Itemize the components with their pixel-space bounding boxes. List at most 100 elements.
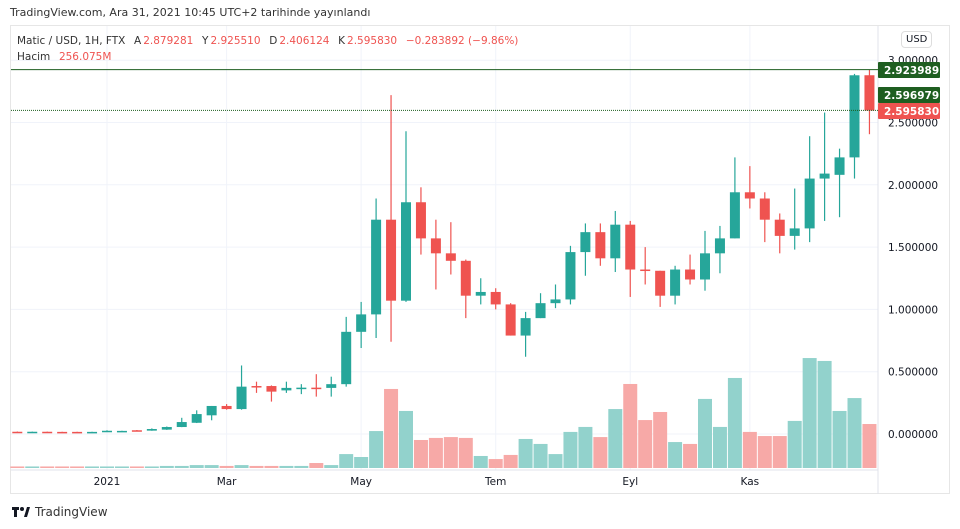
candle-body (490, 291, 501, 305)
volume-bar (563, 431, 578, 468)
candle-body (57, 431, 68, 434)
candle (610, 210, 621, 273)
candle-body (356, 314, 367, 332)
close-label: K (338, 35, 346, 47)
candle-body (774, 219, 785, 236)
candle-body (401, 202, 411, 301)
candle-body (102, 430, 112, 433)
candle (116, 430, 127, 433)
candle (221, 404, 232, 410)
candle-body (146, 429, 157, 431)
candle-body (625, 224, 636, 270)
candle (251, 381, 262, 393)
volume-bar (10, 466, 25, 468)
open-value: 2.879281 (143, 35, 194, 47)
candle-body (565, 252, 576, 300)
candle (565, 245, 576, 305)
close-value: 2.595830 (347, 35, 398, 47)
candle-body (505, 304, 516, 336)
candle-body (580, 232, 591, 253)
x-tick-label: 2021 (94, 476, 121, 488)
candle (625, 220, 636, 297)
candle-body (281, 387, 292, 391)
legend: Matic / USD, 1H, FTX A 2.879281 Y 2.925510… (17, 33, 520, 65)
volume-bar (832, 410, 847, 468)
y-tick-label: 0.000000 (888, 429, 938, 441)
footer-brand: TradingView (35, 505, 108, 519)
candle-body (670, 269, 681, 296)
y-tick-label: 1.000000 (888, 304, 938, 316)
candle (371, 198, 382, 339)
low-value: 2.406124 (279, 35, 330, 47)
candle (744, 166, 755, 209)
candle (864, 69, 875, 135)
volume-bar (847, 398, 862, 468)
volume-bar (578, 426, 593, 468)
candle (161, 426, 172, 430)
x-tick-label: Eyl (622, 476, 638, 488)
candle-body (595, 232, 606, 259)
volume-bar (40, 466, 55, 468)
candle-body (251, 386, 262, 388)
volume-bar (204, 465, 219, 468)
candle-body (72, 431, 83, 434)
candle (535, 293, 546, 319)
candle-body (445, 253, 456, 261)
volume-bar (817, 360, 832, 468)
candle (490, 288, 501, 310)
volume-bar (264, 465, 279, 468)
candle-body (296, 387, 307, 390)
volume-bar (354, 457, 369, 468)
candle-body (700, 253, 710, 280)
volume-bar (428, 437, 443, 468)
candle-body (475, 291, 486, 296)
candle-body (819, 173, 830, 179)
candle-body (864, 75, 875, 111)
volume-bar (144, 466, 159, 468)
x-tick-label: Kas (741, 476, 760, 488)
candle (685, 254, 696, 285)
volume-bar (324, 465, 339, 468)
volume-bar (698, 398, 712, 468)
currency-button[interactable]: USD (901, 31, 933, 48)
candle (341, 316, 352, 387)
candle (386, 95, 397, 342)
candle (311, 374, 322, 397)
candle-body (430, 238, 441, 254)
candle (819, 112, 830, 221)
candle-body (610, 224, 621, 259)
candle (401, 131, 411, 302)
volume-bar (473, 455, 488, 468)
volume-bar (727, 377, 742, 468)
legend-volume-row: Hacim 256.075M (17, 49, 520, 65)
candle-body (221, 405, 232, 410)
candle-body (116, 430, 127, 433)
candle (146, 428, 157, 431)
volume-bar (413, 439, 428, 468)
symbol-label[interactable]: Matic / USD, 1H, FTX (17, 35, 126, 47)
candle (102, 430, 112, 433)
candle-body (520, 318, 531, 336)
candle-body (685, 269, 696, 280)
candle-body (27, 431, 38, 434)
candle (430, 219, 441, 290)
volume-bar (638, 420, 653, 468)
candle (834, 148, 845, 218)
volume-bar (234, 465, 249, 468)
candle (206, 405, 217, 421)
volume-bar (488, 459, 503, 468)
x-tick-label: Tem (484, 476, 506, 488)
volume-bar (757, 436, 772, 468)
candle (700, 230, 710, 291)
high-label: Y (202, 35, 209, 47)
volume-bar (25, 466, 40, 468)
volume-bar (249, 465, 264, 468)
candle-body (834, 157, 845, 175)
candle (266, 385, 277, 402)
candle (520, 311, 531, 357)
tradingview-logo-icon (12, 507, 30, 517)
chart-frame (10, 25, 950, 494)
volume-bar (369, 431, 384, 468)
published-note: TradingView.com, Ara 31, 2021 10:45 UTC+… (10, 6, 371, 19)
